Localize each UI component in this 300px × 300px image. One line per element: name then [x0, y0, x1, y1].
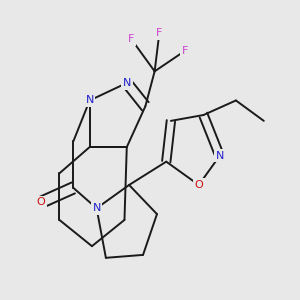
Text: N: N	[123, 78, 131, 88]
Text: O: O	[194, 180, 203, 190]
Text: N: N	[215, 151, 224, 161]
Text: F: F	[182, 46, 188, 56]
Text: F: F	[156, 28, 163, 38]
Text: O: O	[37, 197, 45, 208]
Text: N: N	[85, 95, 94, 106]
Text: F: F	[128, 34, 135, 44]
Text: N: N	[92, 203, 101, 213]
